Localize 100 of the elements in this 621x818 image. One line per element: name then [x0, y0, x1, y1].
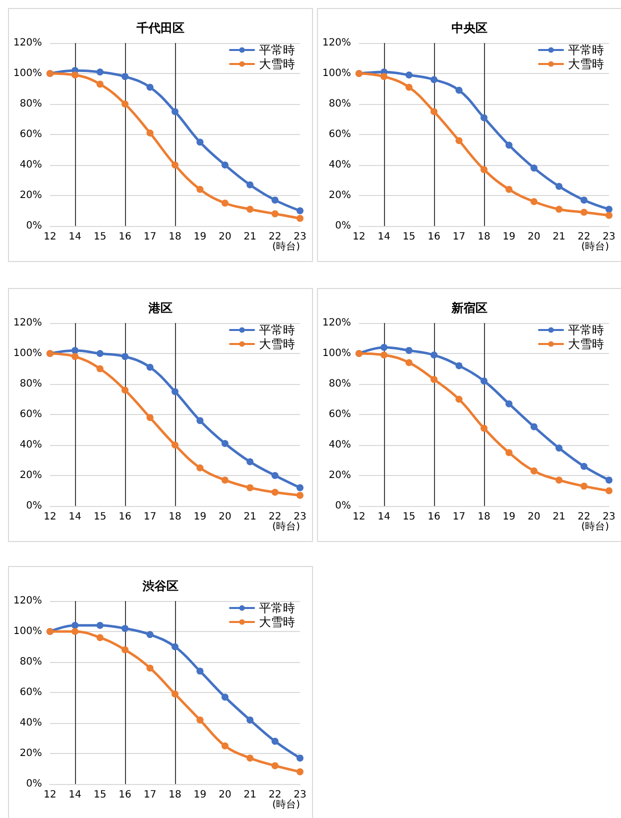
- y-tick-label: 60%: [20, 687, 42, 698]
- y-tick-label: 120%: [13, 38, 42, 48]
- x-tick-label: 22: [578, 512, 590, 522]
- x-tick-label: 23: [602, 232, 616, 242]
- point: [146, 631, 154, 638]
- point: [606, 487, 612, 494]
- x-tick-label: 15: [402, 232, 416, 242]
- point: [606, 212, 612, 219]
- x-tick-label: 22: [268, 512, 282, 522]
- point: [196, 138, 204, 146]
- point: [506, 142, 512, 149]
- point: [122, 646, 128, 654]
- point: [246, 484, 254, 492]
- y-tick-label: 100%: [13, 68, 42, 79]
- y-tick-label: 20%: [328, 190, 351, 201]
- point: [272, 738, 278, 745]
- legend-label: 平常時: [259, 601, 295, 615]
- x-tick-label: 18: [478, 232, 490, 242]
- x-tick-label: 21: [552, 232, 566, 242]
- point: [222, 440, 228, 447]
- point: [72, 622, 78, 629]
- x-axis-title: (時台): [581, 520, 610, 532]
- y-tick-label: 80%: [20, 98, 42, 110]
- y-tick-label: 80%: [20, 656, 42, 668]
- point: [146, 364, 154, 371]
- point: [456, 86, 462, 94]
- x-tick-label: 16: [428, 512, 440, 522]
- x-tick-label: 18: [168, 790, 182, 800]
- x-tick-label: 21: [244, 232, 256, 242]
- point: [406, 84, 412, 91]
- point: [272, 762, 278, 770]
- point: [96, 634, 104, 642]
- x-tick-label: 15: [94, 790, 106, 800]
- chart-title: 千代田区: [136, 21, 184, 35]
- point: [480, 166, 488, 174]
- y-tick-label: 100%: [13, 348, 42, 359]
- y-tick-label: 60%: [328, 129, 351, 140]
- x-tick-label: 18: [168, 232, 182, 242]
- point: [296, 207, 304, 214]
- x-tick-label: 21: [552, 512, 566, 522]
- point: [580, 482, 588, 490]
- x-tick-label: 17: [452, 232, 466, 242]
- point: [296, 484, 304, 492]
- x-tick-label: 15: [94, 512, 106, 522]
- y-tick-label: 20%: [328, 470, 351, 481]
- point: [246, 458, 254, 466]
- x-tick-label: 14: [68, 232, 82, 242]
- x-tick-label: 16: [428, 232, 440, 242]
- x-tick-label: 20: [528, 232, 540, 242]
- point: [430, 76, 438, 84]
- point: [406, 359, 412, 366]
- x-tick-label: 14: [378, 232, 390, 242]
- point: [556, 206, 562, 213]
- point: [606, 476, 612, 484]
- point: [506, 186, 512, 193]
- x-tick-label: 17: [452, 512, 466, 522]
- x-tick-label: 20: [218, 790, 232, 800]
- x-tick-label: 12: [44, 232, 56, 242]
- x-tick-label: 22: [268, 232, 282, 242]
- x-tick-label: 12: [44, 790, 56, 800]
- point: [146, 664, 154, 672]
- y-tick-label: 120%: [13, 318, 42, 328]
- point: [246, 206, 254, 213]
- point: [456, 137, 462, 144]
- point: [146, 129, 154, 136]
- point: [172, 162, 178, 168]
- point: [222, 742, 228, 750]
- point: [146, 84, 154, 91]
- x-tick-label: 15: [94, 232, 106, 242]
- point: [430, 376, 438, 383]
- point: [296, 754, 304, 762]
- point: [456, 362, 462, 370]
- point: [196, 186, 204, 193]
- point: [122, 100, 128, 108]
- legend-label: 大雪時: [259, 615, 295, 629]
- point: [222, 476, 228, 484]
- x-tick-label: 19: [502, 232, 516, 242]
- point: [506, 449, 512, 456]
- point: [72, 628, 78, 635]
- x-tick-label: 21: [244, 512, 256, 522]
- point: [122, 386, 128, 394]
- y-tick-label: 80%: [20, 378, 42, 390]
- point: [380, 344, 388, 351]
- x-tick-label: 16: [118, 232, 132, 242]
- y-tick-label: 80%: [328, 378, 351, 390]
- point: [530, 423, 538, 430]
- x-tick-label: 16: [118, 790, 132, 800]
- point: [430, 352, 438, 359]
- point: [222, 694, 228, 701]
- x-tick-label: 20: [218, 232, 232, 242]
- point: [530, 467, 538, 474]
- point: [72, 72, 78, 79]
- x-axis-title: (時台): [272, 798, 300, 810]
- point: [96, 622, 104, 629]
- point: [72, 346, 78, 354]
- point: [296, 768, 304, 776]
- point: [456, 396, 462, 403]
- x-tick-label: 18: [168, 512, 182, 522]
- legend-label: 平常時: [259, 323, 295, 337]
- y-tick-label: 100%: [322, 348, 351, 359]
